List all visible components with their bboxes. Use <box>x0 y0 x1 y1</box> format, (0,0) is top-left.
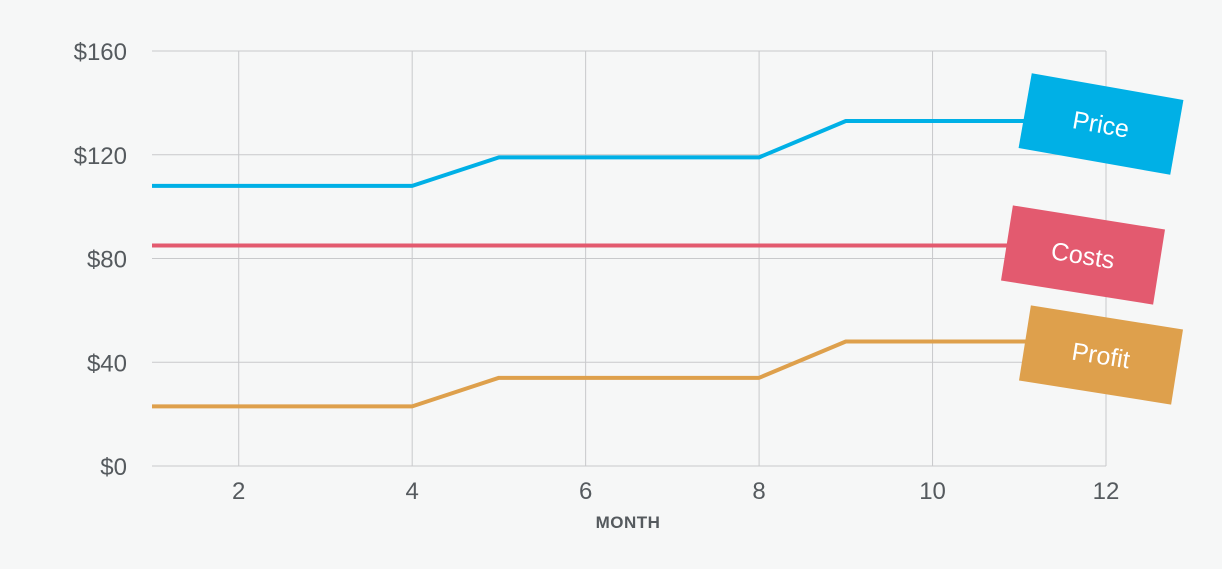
y-tick-label: $0 <box>100 454 127 481</box>
x-axis-title: MONTH <box>596 513 661 532</box>
series-tag-background <box>1019 305 1183 405</box>
grid-lines <box>152 50 1107 467</box>
series-tag-price: Price <box>1018 73 1184 175</box>
x-tick-label: 10 <box>919 478 946 505</box>
series-tag-costs: Costs <box>1001 205 1165 305</box>
y-axis-tick-labels: $0 $40 $80 $120 $160 <box>74 39 127 481</box>
series-line-profit <box>152 339 1106 409</box>
y-tick-label: $120 <box>74 143 127 170</box>
x-tick-label: 8 <box>752 478 765 505</box>
x-tick-label: 6 <box>579 478 592 505</box>
y-tick-label: $160 <box>74 39 127 66</box>
x-tick-label: 4 <box>406 478 419 505</box>
y-tick-label: $40 <box>87 350 127 377</box>
x-axis-tick-labels: 2 4 6 8 10 12 <box>232 478 1119 505</box>
x-tick-label: 2 <box>232 478 245 505</box>
x-tick-label: 12 <box>1093 478 1120 505</box>
series-tag-profit: Profit <box>1019 305 1183 405</box>
series-line-price <box>152 119 1106 188</box>
series-lines <box>152 119 1106 409</box>
series-tag-background <box>1018 73 1184 175</box>
series-tag-background <box>1001 205 1165 305</box>
y-tick-label: $80 <box>87 247 127 274</box>
